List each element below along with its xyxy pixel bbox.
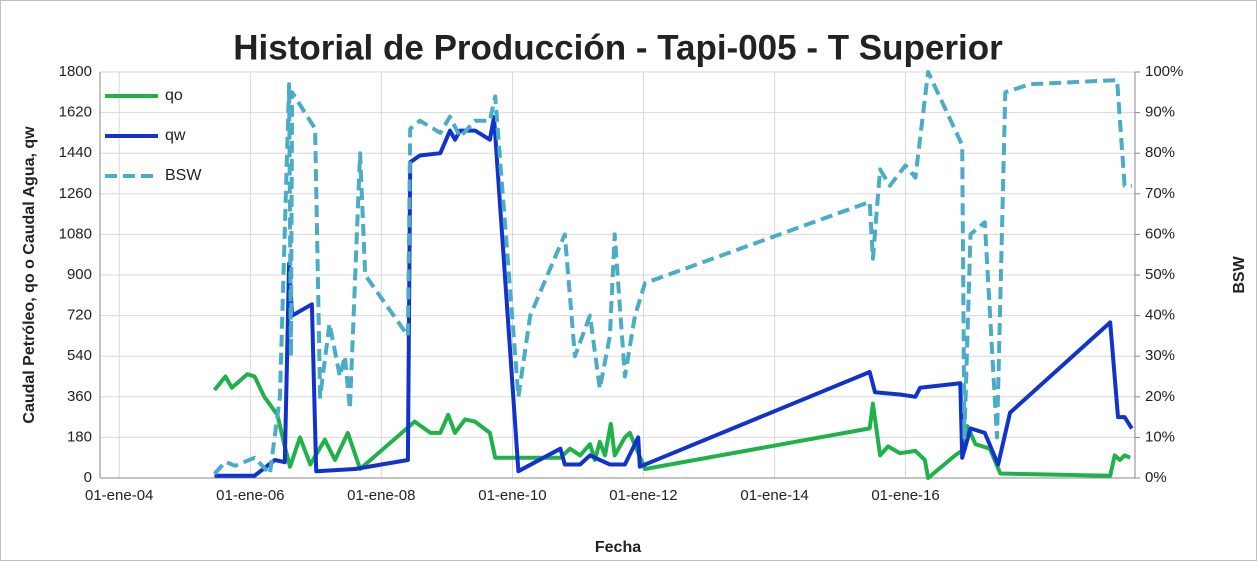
y-tick-label: 1080 (59, 225, 92, 242)
legend-label: BSW (165, 167, 202, 184)
y2-tick-label: 0% (1145, 469, 1167, 486)
x-tick-label: 01-ene-10 (478, 487, 546, 504)
y-tick-label: 360 (67, 388, 92, 405)
y2-tick-label: 90% (1145, 104, 1175, 121)
x-tick-label: 01-ene-12 (609, 487, 677, 504)
x-axis-title: Fecha (595, 539, 641, 556)
y2-tick-label: 60% (1145, 225, 1175, 242)
y2-tick-label: 100% (1145, 63, 1183, 80)
x-tick-label: 01-ene-16 (871, 487, 939, 504)
y-tick-label: 1260 (59, 185, 92, 202)
legend-label: qw (165, 127, 186, 144)
y-tick-label: 540 (67, 347, 92, 364)
y-axis-title: Caudal Petróleo, qo o Caudal Agua, qw (21, 126, 38, 424)
x-tick-label: 01-ene-14 (740, 487, 808, 504)
y2-tick-label: 30% (1145, 347, 1175, 364)
y2-tick-label: 50% (1145, 266, 1175, 283)
y2-tick-label: 80% (1145, 144, 1175, 161)
series-line (214, 115, 1134, 478)
y2-axis-title: BSW (1231, 255, 1248, 293)
chart-title: Historial de Producción - Tapi-005 - T S… (233, 28, 1003, 67)
y-tick-label: 720 (67, 307, 92, 324)
legend-label: qo (165, 87, 183, 104)
y2-tick-label: 10% (1145, 428, 1175, 445)
x-tick-label: 01-ene-04 (85, 487, 153, 504)
y-tick-label: 900 (67, 266, 92, 283)
y2-tick-label: 70% (1145, 185, 1175, 202)
y-tick-label: 0 (84, 469, 92, 486)
y-tick-label: 1440 (59, 144, 92, 161)
x-tick-label: 01-ene-06 (216, 487, 284, 504)
series-line (213, 70, 1132, 476)
y-tick-label: 1800 (59, 63, 92, 80)
x-tick-label: 01-ene-08 (347, 487, 415, 504)
y2-tick-label: 40% (1145, 307, 1175, 324)
y2-tick-label: 20% (1145, 388, 1175, 405)
y-tick-label: 180 (67, 428, 92, 445)
y-tick-label: 1620 (59, 104, 92, 121)
